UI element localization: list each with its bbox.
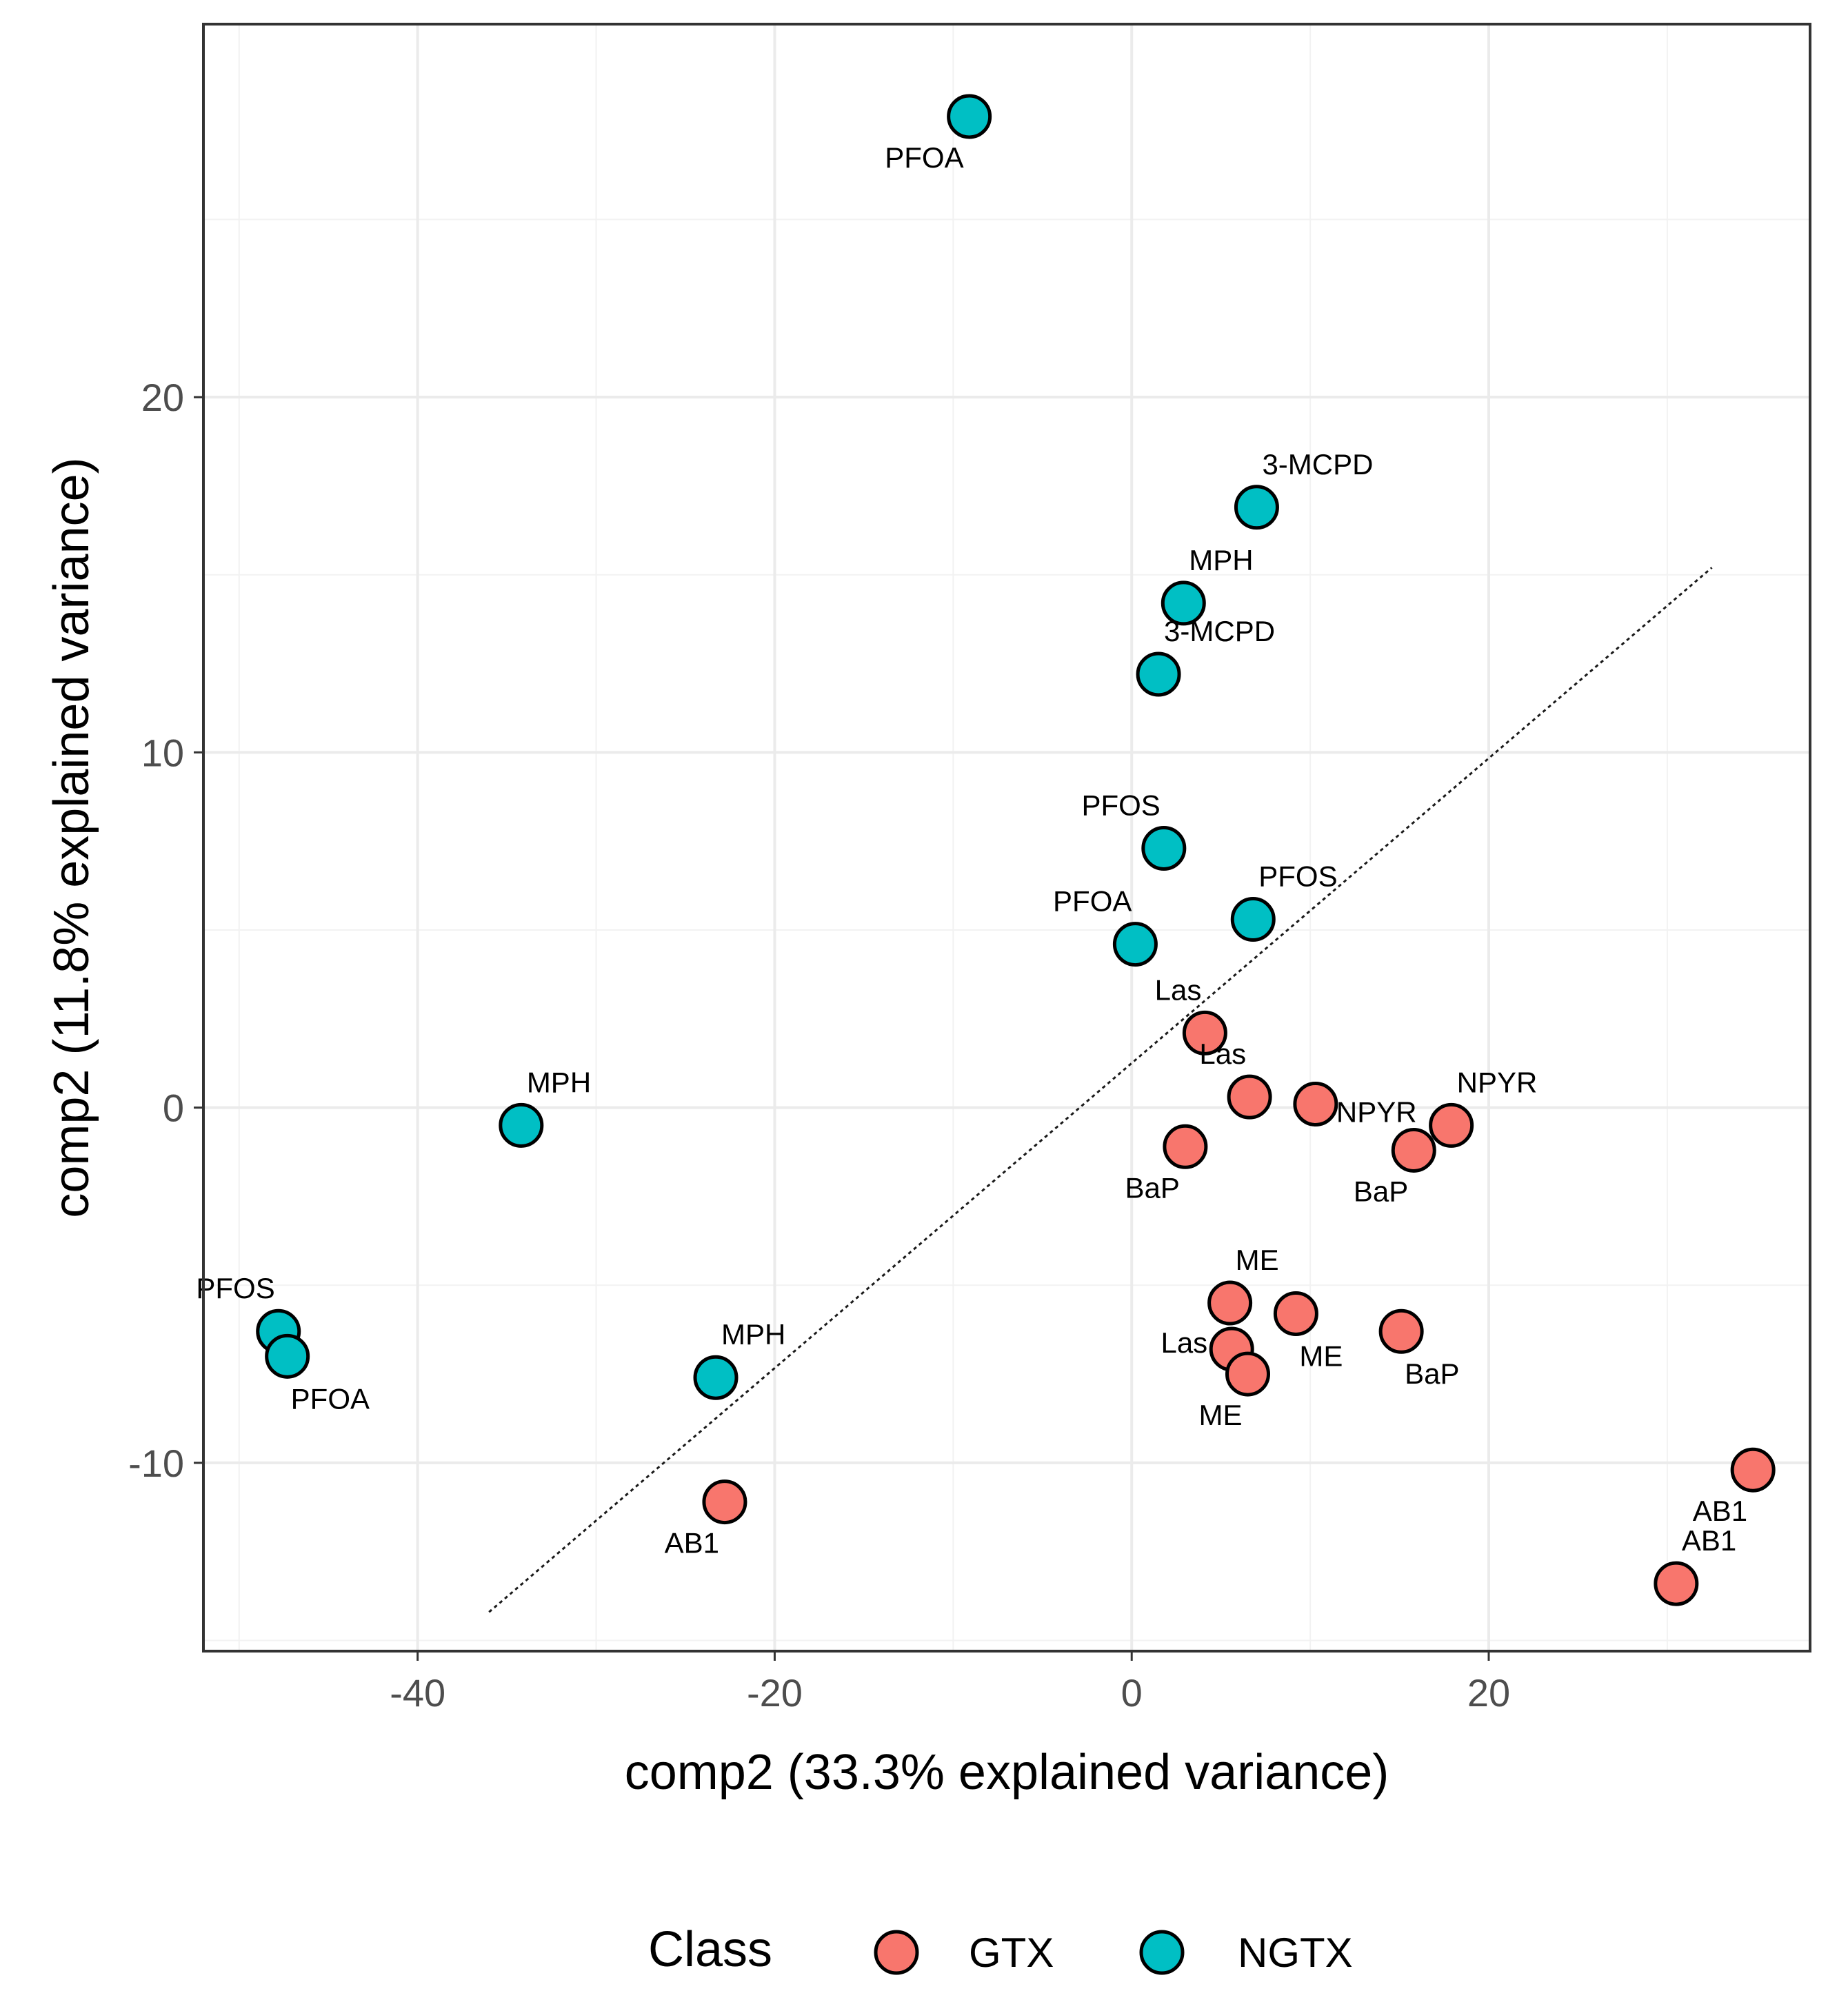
legend-title: Class: [648, 1922, 772, 1977]
reference-line: [488, 567, 1713, 1613]
point-ngtx: [1161, 580, 1206, 626]
point-ngtx: [265, 1333, 310, 1379]
point-label-gtx: BaP: [1125, 1171, 1179, 1204]
minor-gridlines: [203, 24, 1810, 1651]
point-label-gtx: BaP: [1405, 1357, 1459, 1390]
legend-label-gtx: GTX: [969, 1930, 1054, 1976]
x-axis-ticks: -40 -20 0 20: [390, 1651, 1510, 1715]
x-tick-label: 0: [1121, 1671, 1143, 1715]
point-label-ngtx: PFOS: [196, 1272, 274, 1304]
point-label-ngtx: 3-MCPD: [1164, 615, 1275, 647]
point-gtx: [1227, 1074, 1272, 1120]
x-axis-title: comp2 (33.3% explained variance): [625, 1745, 1389, 1800]
point-label-gtx: Las: [1155, 973, 1202, 1006]
data-points: [256, 94, 1776, 1606]
point-label-ngtx: MPH: [721, 1318, 785, 1351]
point-gtx: [1654, 1561, 1699, 1606]
point-ngtx: [1112, 922, 1158, 967]
y-axis-ticks: -10 0 10 20: [128, 376, 203, 1485]
point-label-ngtx: PFOA: [291, 1382, 370, 1415]
x-tick-label: -40: [390, 1671, 445, 1715]
point-label-ngtx: PFOA: [1053, 885, 1132, 918]
point-gtx: [702, 1479, 747, 1525]
legend-entry-gtx: GTX: [874, 1930, 1054, 1976]
legend-key-gtx: [874, 1930, 919, 1975]
point-gtx: [1182, 1010, 1227, 1055]
point-label-ngtx: PFOS: [1258, 860, 1337, 893]
point-label-ngtx: MPH: [1189, 544, 1253, 576]
point-gtx: [1429, 1102, 1474, 1148]
point-label-gtx: Las: [1199, 1038, 1246, 1070]
point-label-gtx: ME: [1299, 1340, 1343, 1372]
point-label-gtx: AB1: [1693, 1495, 1747, 1527]
point-label-gtx: NPYR: [1457, 1066, 1538, 1098]
plot-panel-border: [202, 23, 1811, 1653]
point-label-ngtx: PFOA: [885, 141, 963, 174]
legend-entry-ngtx: NGTX: [1139, 1930, 1353, 1976]
point-label-ngtx: MPH: [527, 1066, 591, 1098]
point-label-ngtx: PFOS: [1081, 789, 1160, 821]
point-gtx: [1293, 1081, 1338, 1126]
legend-key-ngtx: [1139, 1930, 1185, 1975]
x-tick-label: 20: [1467, 1671, 1510, 1715]
point-ngtx: [1136, 651, 1181, 697]
point-label-gtx: ME: [1236, 1244, 1279, 1276]
point-gtx: [1163, 1124, 1208, 1169]
point-ngtx: [947, 94, 992, 139]
y-tick-label: 10: [141, 731, 184, 774]
y-tick-label: -10: [128, 1442, 184, 1485]
legend: Class GTX NGTX: [648, 1922, 1353, 1977]
point-label-gtx: NPYR: [1336, 1095, 1417, 1128]
point-label-ngtx: 3-MCPD: [1262, 448, 1373, 481]
point-label-gtx: BaP: [1354, 1175, 1408, 1207]
y-tick-label: 0: [163, 1087, 184, 1130]
y-axis-title: comp2 (11.8% explained variance): [44, 457, 99, 1217]
point-gtx: [1273, 1291, 1318, 1336]
point-ngtx: [1141, 825, 1187, 871]
plot-panel-background: [203, 24, 1810, 1651]
point-ngtx: [1230, 897, 1276, 942]
x-tick-label: -20: [747, 1671, 803, 1715]
y-tick-label: 20: [141, 376, 184, 419]
point-gtx: [1225, 1351, 1270, 1397]
major-gridlines: [203, 24, 1810, 1651]
point-label-gtx: AB1: [1682, 1524, 1736, 1557]
point-ngtx: [499, 1102, 544, 1148]
point-label-gtx: Las: [1161, 1326, 1207, 1359]
point-label-gtx: AB1: [665, 1527, 719, 1559]
legend-label-ngtx: NGTX: [1238, 1930, 1353, 1976]
point-ngtx: [1234, 485, 1279, 530]
point-gtx: [1391, 1127, 1436, 1173]
point-gtx: [1730, 1447, 1776, 1493]
point-gtx: [1207, 1280, 1253, 1326]
point-label-gtx: ME: [1199, 1399, 1243, 1431]
point-ngtx: [693, 1355, 739, 1400]
point-gtx: [1378, 1308, 1424, 1354]
